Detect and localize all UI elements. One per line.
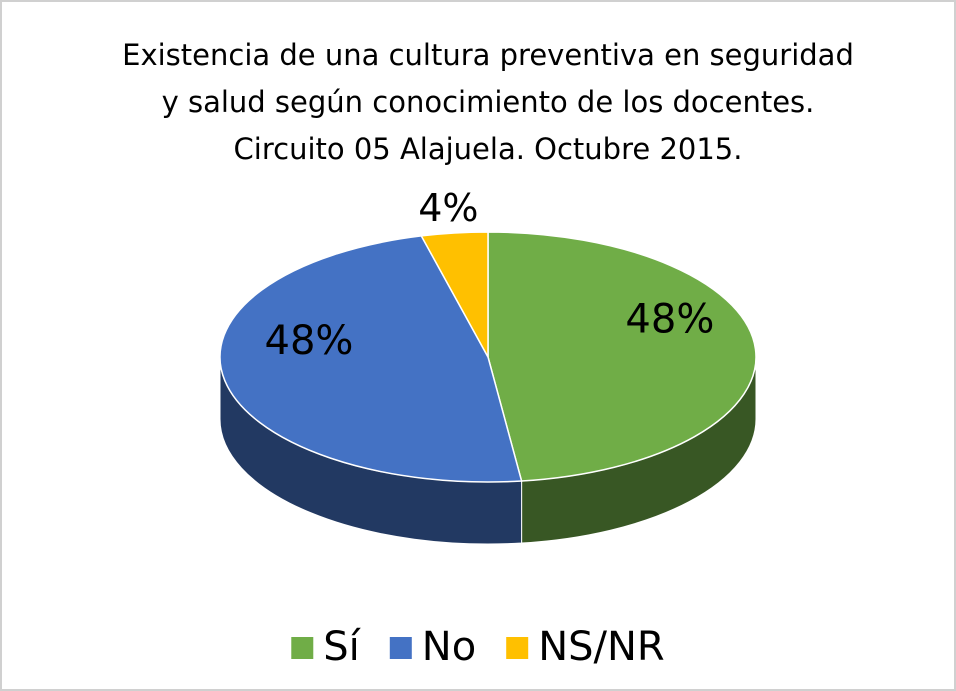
legend-swatch (291, 637, 314, 659)
slice (219, 235, 523, 483)
legend-label: No (422, 624, 476, 670)
data-label: 48% (625, 297, 714, 343)
legend-swatch (506, 637, 529, 659)
data-label: 48% (265, 318, 354, 364)
data-label: 4% (418, 186, 478, 230)
chart-title: Circuito 05 Alajuela. Octubre 2015. (234, 132, 743, 166)
chart-title: y salud según conocimiento de los docent… (162, 85, 815, 119)
legend-label: NS/NR (538, 624, 665, 670)
legend-label: Sí (323, 624, 361, 670)
slice (420, 231, 489, 358)
slice (487, 231, 757, 482)
legend: Sí No NS/NR (291, 624, 665, 670)
legend-swatch (389, 637, 412, 659)
chart-title: Existencia de una cultura preventiva en … (122, 38, 854, 72)
